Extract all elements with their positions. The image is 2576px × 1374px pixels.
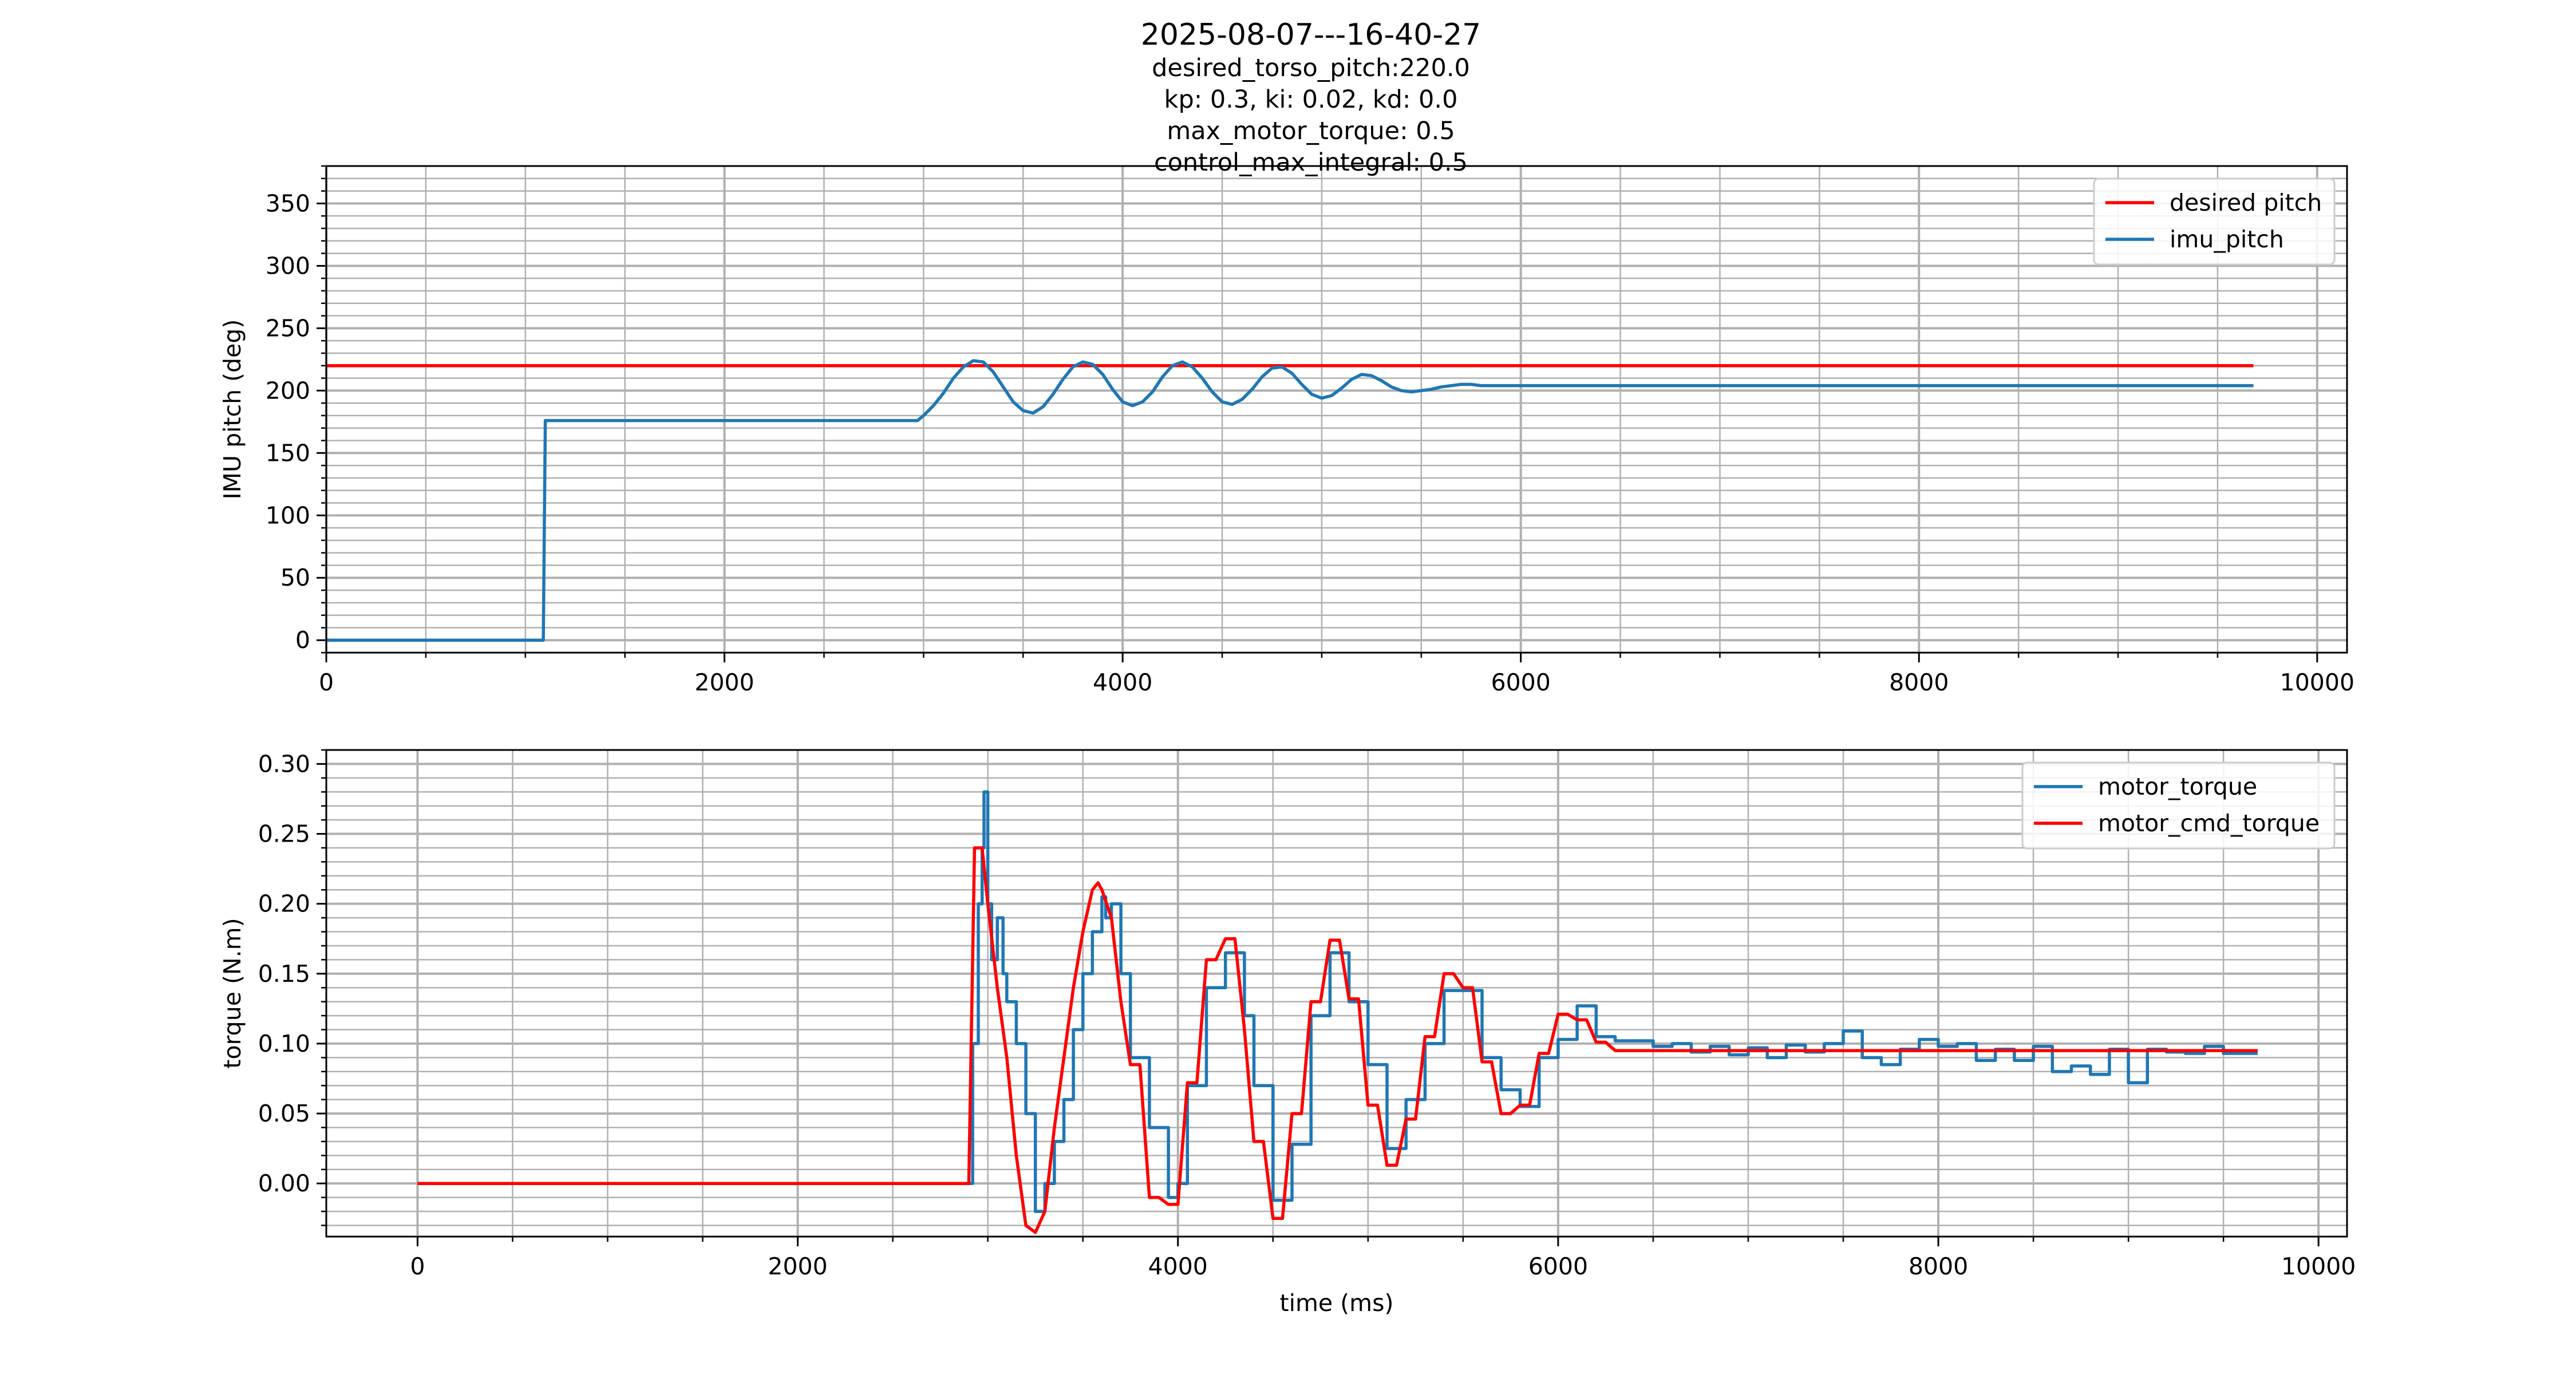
- y-tick-label: 0.10: [258, 1030, 310, 1057]
- x-axis-label: time (ms): [1280, 1289, 1394, 1317]
- legend: motor_torque motor_cmd_torque: [2021, 761, 2336, 850]
- legend-label: motor_torque: [2098, 773, 2257, 800]
- figure-subtitle-line: max_motor_torque: 0.5: [1167, 117, 1455, 145]
- legend-label: desired pitch: [2170, 189, 2322, 216]
- figure-subtitle-line: control_max_integral: 0.5: [1153, 148, 1468, 177]
- y-tick-label: 350: [266, 189, 310, 217]
- y-tick-label: 0.20: [258, 890, 310, 918]
- figure-title: 2025-08-07---16-40-27: [1140, 18, 1481, 52]
- legend-label: motor_cmd_torque: [2098, 810, 2320, 837]
- x-tick-label: 0: [319, 669, 334, 696]
- y-tick-label: 150: [266, 439, 310, 467]
- legend-box: [2021, 761, 2336, 850]
- y-tick-label: 100: [266, 502, 310, 529]
- series-line-imu-pitch: [326, 359, 2254, 642]
- x-tick-label: 8000: [1889, 669, 1949, 696]
- y-tick-label: 50: [280, 564, 310, 591]
- series-line-motor-torque: [417, 790, 2258, 1213]
- x-tick-label: 6000: [1491, 669, 1551, 696]
- y-tick-label: 300: [266, 252, 310, 279]
- x-tick-label: 10000: [2281, 1253, 2356, 1280]
- y-tick-label: 200: [266, 377, 310, 404]
- series-line-motor-cmd-torque: [417, 846, 2258, 1234]
- x-tick-label: 8000: [1909, 1253, 1968, 1280]
- x-tick-label: 2000: [694, 669, 754, 696]
- figure-title-block: 2025-08-07---16-40-27 desired_torso_pitc…: [0, 17, 2576, 179]
- y-tick-label: 0.00: [258, 1170, 310, 1197]
- y-tick-label: 0.30: [258, 750, 310, 777]
- chart-imu-pitch: 0 50 100 150 200 250 300 350 0 2000 4000 6000 8000 10…: [219, 165, 2354, 696]
- y-tick-label: 250: [266, 314, 310, 342]
- figure-subtitle-line: desired_torso_pitch:220.0: [1152, 54, 1470, 82]
- x-tick-label: 4000: [1148, 1253, 1208, 1280]
- x-tick-label: 4000: [1093, 669, 1152, 696]
- x-tick-label: 0: [410, 1253, 425, 1280]
- y-tick-label: 0.25: [258, 820, 310, 848]
- y-axis-label: IMU pitch (deg): [219, 319, 246, 500]
- plot-frame: [325, 749, 2348, 1238]
- x-tick-label: 6000: [1528, 1253, 1588, 1280]
- legend-label: imu_pitch: [2170, 226, 2284, 253]
- x-tick-label: 10000: [2280, 669, 2354, 696]
- y-tick-label: 0: [295, 626, 310, 654]
- chart-motor-torque: 0.00 0.05 0.10 0.15 0.20 0.25 0.30 0 2000 4000 600…: [219, 749, 2356, 1317]
- figure-subtitle-line: kp: 0.3, ki: 0.02, kd: 0.0: [1164, 85, 1458, 114]
- plot-frame: [325, 165, 2348, 654]
- x-tick-label: 2000: [768, 1253, 827, 1280]
- legend: desired pitch imu_pitch: [2093, 177, 2336, 266]
- plot-area: [326, 166, 2347, 653]
- legend-box: [2093, 177, 2336, 266]
- y-tick-label: 0.15: [258, 960, 310, 988]
- y-axis-label: torque (N.m): [219, 918, 246, 1068]
- y-tick-label: 0.05: [258, 1100, 310, 1127]
